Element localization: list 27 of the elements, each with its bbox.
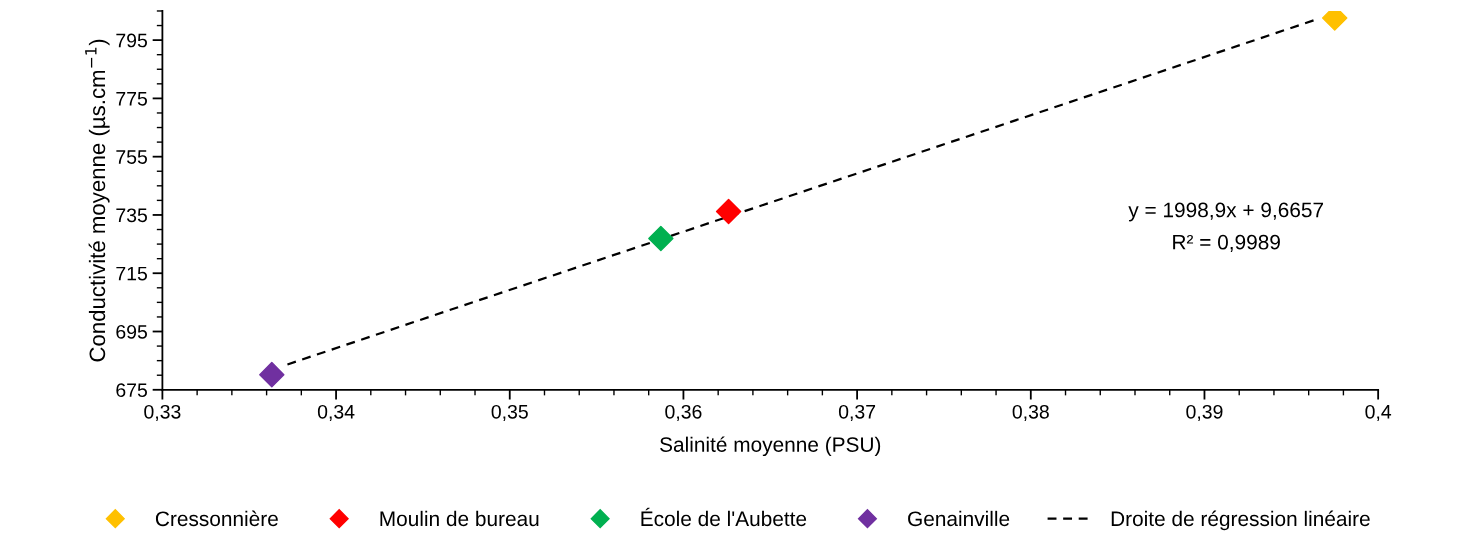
- x-tick-label: 0,35: [491, 404, 528, 421]
- y-tick-label: 695: [116, 324, 147, 339]
- y-tick-label: 795: [116, 33, 147, 48]
- x-tick-label: 0,34: [317, 404, 355, 421]
- y-tick-label: 775: [116, 92, 147, 106]
- x-axis-title: Salinité moyenne (PSU): [660, 436, 881, 457]
- legend-label: Cressonnière: [155, 510, 278, 527]
- point: [648, 225, 674, 252]
- x-tick-label: 0,37: [838, 404, 876, 421]
- y-tick-label: 715: [116, 266, 147, 281]
- y-axis-title: Conductivité moyenne (µs.cm$^{−1}$): [85, 39, 110, 362]
- x-tick-label: 0,36: [665, 404, 702, 421]
- annotation: y = 1998,9x + 9,6657: [1128, 202, 1324, 222]
- legend-label: École de l'Aubette: [641, 507, 807, 527]
- x-tick-label: 0,4: [1365, 404, 1392, 421]
- y-tick-label: 735: [116, 208, 147, 223]
- point: [715, 198, 742, 225]
- x-tick-label: 0,33: [144, 404, 181, 421]
- legend-label: Genainville: [908, 510, 1010, 527]
- x-tick-label: 0,39: [1186, 404, 1223, 421]
- legend-label: Droite de régression linéaire: [1111, 510, 1370, 531]
- y-tick-label: 755: [116, 150, 147, 164]
- y-tick-label: 675: [116, 383, 147, 398]
- point: [259, 361, 285, 388]
- annotation: R² = 0,9989: [1173, 234, 1280, 252]
- legend-label: Moulin de bureau: [380, 510, 539, 527]
- x-tick-label: 0,38: [1012, 404, 1049, 421]
